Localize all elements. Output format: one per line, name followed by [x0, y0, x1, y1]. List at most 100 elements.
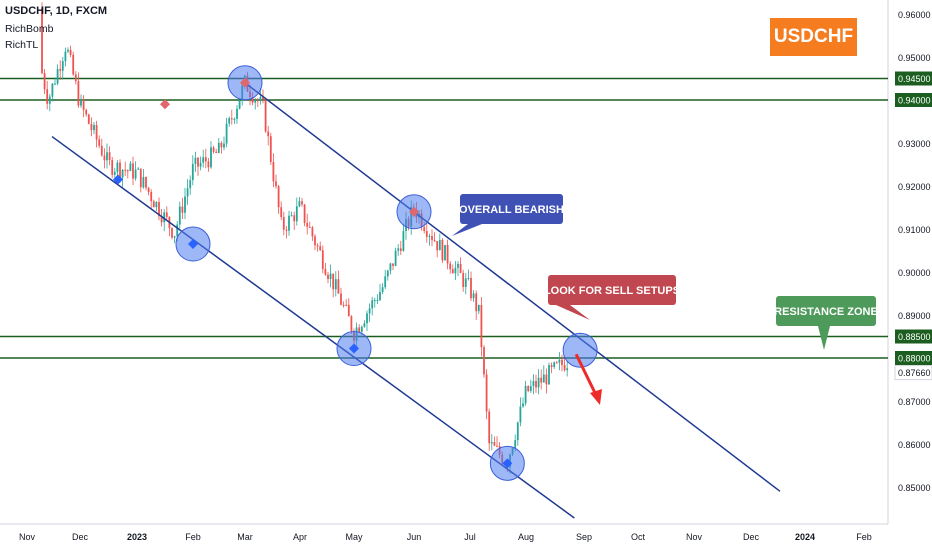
candle-body	[457, 263, 459, 268]
candle-body	[267, 131, 270, 137]
candle-body	[394, 250, 397, 266]
candle-body	[134, 169, 137, 179]
candle-body	[124, 169, 127, 171]
callout-box	[776, 296, 876, 326]
candle-body	[454, 267, 457, 274]
candle-body	[496, 445, 498, 447]
candle-body	[480, 304, 483, 348]
candle-body	[186, 188, 189, 197]
candle-body	[298, 201, 301, 207]
callout-blue[interactable]: OVERALL BEARISH	[452, 194, 564, 236]
callout-pointer	[818, 326, 830, 350]
candle-body	[488, 411, 491, 444]
candle-body	[542, 374, 545, 383]
candle-body	[171, 228, 173, 238]
candle-body	[303, 204, 306, 223]
candle-body	[545, 374, 548, 385]
callout-box	[548, 275, 676, 305]
candle-body	[126, 170, 129, 172]
candle-body	[264, 99, 267, 132]
candle-body	[285, 229, 288, 231]
candle-body	[147, 187, 150, 193]
candle-body	[82, 98, 85, 110]
candle-body	[477, 304, 480, 312]
y-tick-label: 0.96000	[898, 10, 931, 20]
candle-body	[230, 118, 233, 120]
symbol-title: USDCHF, 1D, FXCM	[5, 5, 108, 17]
candle-body	[95, 125, 98, 140]
callout-green[interactable]: RESISTANCE ZONE	[774, 296, 878, 350]
callout-text: RESISTANCE ZONE	[774, 306, 878, 318]
candle-body	[100, 145, 103, 156]
candle-body	[381, 287, 384, 292]
candle-body	[319, 246, 322, 251]
callout-text: LOOK FOR SELL SETUPS	[544, 285, 680, 297]
y-tick-label: 0.87000	[898, 397, 931, 407]
candle-body	[111, 160, 114, 175]
x-tick-label: Feb	[185, 532, 201, 542]
candle-body	[223, 143, 225, 148]
candle-body	[98, 139, 101, 146]
candle-body	[67, 49, 69, 52]
candle-body	[251, 97, 254, 103]
candle-body	[142, 177, 145, 188]
candle-body	[316, 245, 319, 247]
candle-body	[43, 73, 46, 90]
candle-body	[371, 300, 374, 309]
candle-body	[428, 236, 431, 238]
candle-body	[441, 239, 444, 261]
candle-body	[189, 180, 192, 189]
candle-body	[238, 100, 241, 109]
candle-body	[56, 69, 59, 84]
x-tick-label: Dec	[743, 532, 760, 542]
candle-body	[90, 123, 93, 131]
candle-body	[433, 240, 436, 242]
candle-body	[301, 201, 303, 205]
y-tick-label: 0.92000	[898, 182, 931, 192]
touch-point-circle[interactable]	[562, 332, 598, 368]
candle-body	[514, 440, 517, 449]
candle-body	[376, 300, 379, 302]
candle-body	[150, 192, 153, 202]
indicator-label-richbomb[interactable]: RichBomb	[5, 23, 54, 35]
candle-body	[436, 241, 439, 251]
channel-lower-line[interactable]	[51, 135, 575, 519]
candle-body	[527, 385, 530, 392]
symbol-badge: USDCHF	[770, 18, 857, 56]
x-tick-label: May	[345, 532, 363, 542]
candle-body	[306, 222, 309, 227]
candle-body	[178, 206, 181, 225]
candle-body	[152, 201, 155, 208]
candle-body	[308, 226, 311, 228]
callout-box	[460, 194, 563, 224]
callout-red[interactable]: LOOK FOR SELL SETUPS	[544, 275, 680, 320]
candle-body	[108, 152, 111, 161]
level-price-tag	[895, 329, 932, 344]
candle-body	[368, 308, 371, 314]
candle-body	[392, 263, 394, 266]
candle-body	[197, 157, 199, 167]
candle-body	[345, 304, 348, 306]
candle-body	[69, 49, 72, 55]
candle-body	[155, 201, 158, 208]
level-price-label: 0.94500	[898, 74, 931, 84]
x-tick-label: 2023	[127, 532, 147, 542]
indicator-label-richtl[interactable]: RichTL	[5, 39, 39, 51]
candle-body	[282, 217, 285, 230]
callout-text: OVERALL BEARISH	[459, 204, 564, 216]
candle-body	[275, 181, 277, 187]
candle-body	[446, 244, 449, 264]
candle-body	[215, 151, 218, 153]
candle-body	[233, 118, 236, 120]
candle-body	[145, 177, 147, 188]
sell-signal-marker	[160, 99, 170, 110]
candle-body	[459, 263, 462, 273]
candle-body	[137, 168, 140, 170]
channel-upper-line[interactable]	[244, 82, 781, 492]
candle-body	[225, 123, 228, 144]
candle-body	[277, 186, 280, 208]
candle-body	[373, 300, 376, 302]
x-tick-label: Nov	[19, 532, 36, 542]
